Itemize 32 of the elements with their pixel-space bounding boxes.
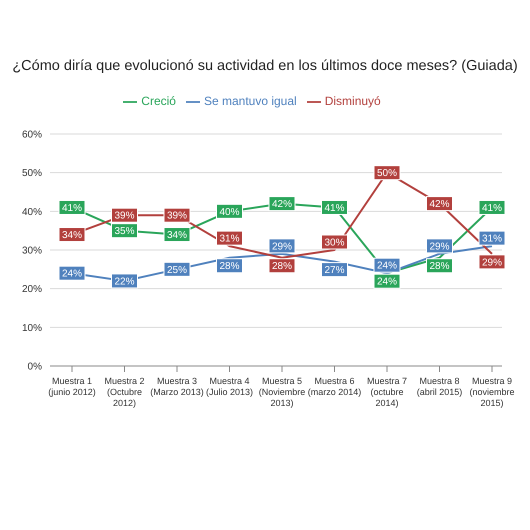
data-label: 28% — [429, 261, 450, 272]
y-tick-label: 10% — [22, 322, 42, 334]
x-tick-label: Muestra 6 (marzo 2014) — [308, 376, 362, 397]
data-label: 27% — [324, 265, 345, 276]
data-label: 28% — [219, 261, 240, 272]
chart-title: ¿Cómo diría que evolucionó su actividad en los últimos doce meses? (Guiada) — [11, 58, 519, 74]
data-label: 29% — [429, 241, 450, 252]
x-tick-label: Muestra 4 (Julio 2013) — [206, 376, 254, 397]
data-label: 24% — [376, 260, 398, 272]
data-label: 29% — [272, 241, 292, 252]
x-tick-label: Muestra 7 (octubre 2014) — [366, 376, 408, 408]
data-label: 31% — [482, 234, 502, 245]
x-tick-label: Muestra 9 (noviembre 2015) — [469, 376, 515, 408]
x-tick-label: Muestra 5 (Noviembre 2013) — [258, 376, 306, 408]
y-tick-label: 30% — [22, 246, 42, 257]
x-tick-label: Muestra 2 (Octubre 2012) — [104, 376, 145, 408]
data-label: 31% — [219, 234, 240, 245]
legend-label: Creció — [141, 94, 176, 108]
x-tick-label: Muestra 1 (junio 2012) — [48, 376, 96, 397]
legend-label: Disminuyó — [324, 94, 381, 108]
y-tick-label: 40% — [22, 206, 42, 218]
data-label: 29% — [482, 257, 502, 268]
y-tick-label: 0% — [28, 362, 42, 373]
data-label: 24% — [376, 276, 398, 288]
x-tick-label: Muestra 3 (Marzo 2013) — [150, 376, 204, 397]
data-label: 30% — [324, 238, 345, 248]
legend-label: Se mantuvo igual — [204, 94, 297, 108]
data-label: 28% — [272, 261, 292, 272]
x-tick-label: Muestra 8 (abril 2015) — [416, 376, 462, 397]
y-tick-label: 50% — [22, 168, 42, 180]
y-tick-label: 20% — [22, 284, 42, 296]
y-tick-label: 60% — [22, 130, 42, 141]
